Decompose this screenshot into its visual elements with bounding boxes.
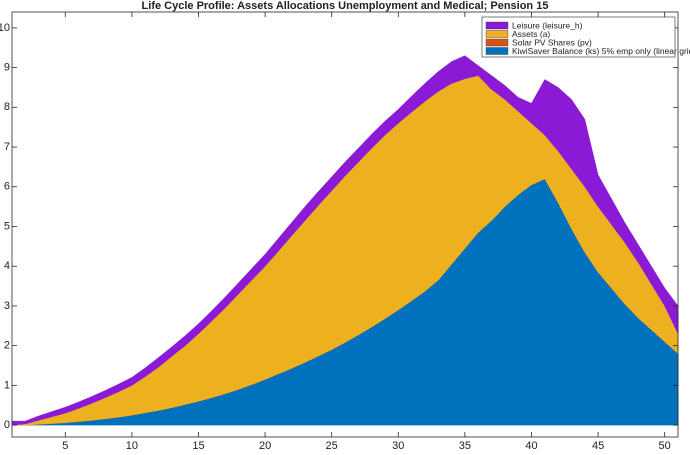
legend	[481, 16, 676, 58]
legend-swatch	[485, 30, 509, 38]
y-tick-label: 7	[4, 141, 10, 153]
y-tick-label: 10	[0, 22, 10, 34]
x-tick-label: 40	[525, 440, 537, 450]
legend-label: Leisure (leisure_h)	[512, 20, 583, 30]
y-tick-label: 5	[4, 220, 10, 232]
x-tick-label: 45	[592, 440, 604, 450]
x-tick-label: 15	[192, 440, 204, 450]
x-tick-label: 5	[62, 440, 68, 450]
x-tick-label: 35	[459, 440, 471, 450]
chart-title: Life Cycle Profile: Assets Allocations U…	[142, 0, 549, 12]
x-tick-label: 20	[259, 440, 271, 450]
legend-label: Solar PV Shares (pv)	[512, 37, 592, 47]
plot-frame	[11, 11, 679, 438]
legend-swatch	[485, 21, 509, 30]
legend-label: KiwiSaver Balance (ks) 5% emp only (line…	[512, 46, 690, 56]
y-tick-label: 2	[4, 340, 10, 352]
legend-label: Assets (a)	[512, 29, 550, 39]
x-tick-label: 30	[392, 440, 404, 450]
y-tick-label: 4	[4, 260, 10, 272]
y-tick-label: 0	[4, 419, 10, 431]
x-tick-label: 25	[326, 440, 338, 450]
y-tick-label: 9	[4, 62, 10, 74]
legend-swatch	[485, 47, 509, 55]
y-tick-label: 3	[4, 300, 10, 312]
x-tick-label: 10	[126, 440, 138, 450]
y-tick-label: 8	[4, 101, 10, 113]
legend-swatch	[485, 38, 509, 47]
y-tick-label: 1	[4, 379, 10, 391]
y-tick-label: 6	[4, 181, 10, 193]
x-tick-label: 50	[659, 440, 671, 450]
